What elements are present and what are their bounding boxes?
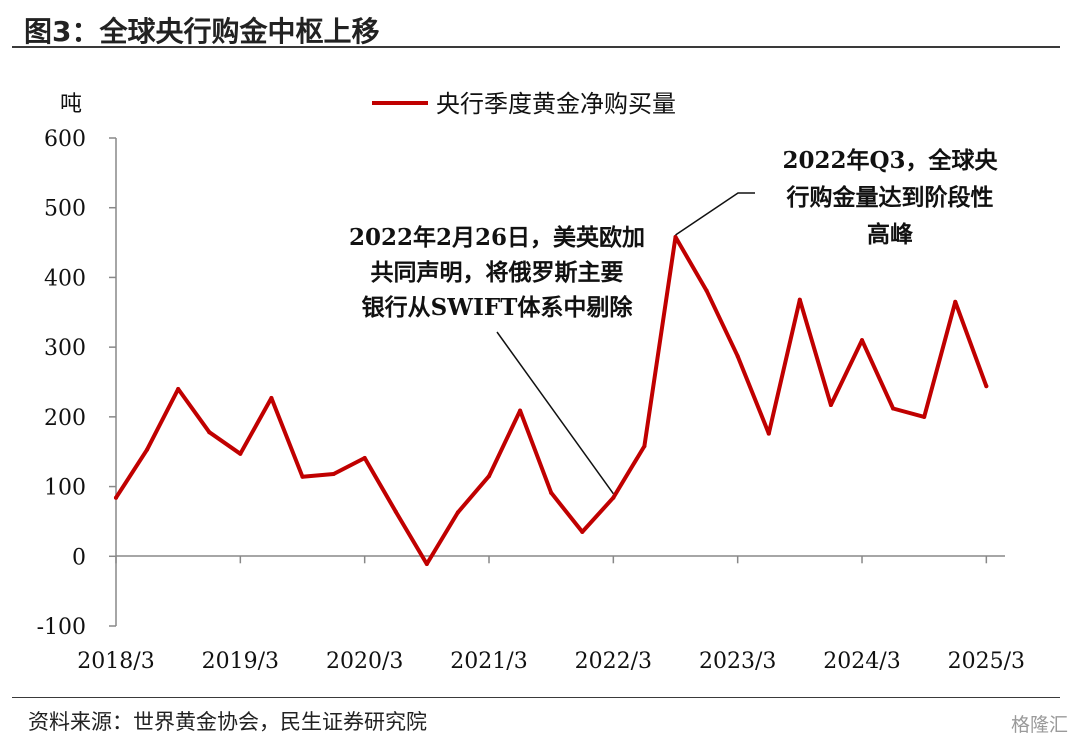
x-tick-label: 2021/3 <box>450 649 527 674</box>
series-group <box>114 234 989 566</box>
figure-title: 图3：全球央行购金中枢上移 <box>24 15 380 48</box>
data-point <box>393 509 398 514</box>
data-point <box>487 474 492 479</box>
data-point <box>518 408 523 413</box>
data-point <box>953 299 958 304</box>
data-point <box>922 414 927 419</box>
axes <box>115 138 1005 626</box>
y-ticks: -100 0 100 200 300 400 500 600 <box>37 127 116 640</box>
data-point <box>269 396 274 401</box>
data-point <box>828 403 833 408</box>
annotation-leader-line <box>675 192 755 236</box>
data-point <box>611 495 616 500</box>
annotation-text-line: 高峰 <box>867 221 914 248</box>
source-divider <box>12 697 1060 698</box>
data-point <box>797 297 802 302</box>
y-tick-label: 100 <box>44 476 86 501</box>
x-tick-label: 2024/3 <box>823 649 900 674</box>
annotation-text-line: 2022年2月26日，美英欧加 <box>349 224 645 251</box>
data-point <box>549 490 554 495</box>
watermark-logo: 格隆汇 <box>1010 714 1068 736</box>
annotation-text-line: 银行从SWIFT体系中剔除 <box>362 294 634 321</box>
data-point <box>455 510 460 515</box>
data-point <box>860 338 865 343</box>
x-tick-label: 2025/3 <box>948 649 1025 674</box>
data-point <box>424 561 429 566</box>
data-point <box>331 472 336 477</box>
x-tick-label: 2023/3 <box>699 649 776 674</box>
y-tick-label: 0 <box>72 545 86 570</box>
annotation-leader-line <box>496 331 614 495</box>
x-tick-label: 2020/3 <box>326 649 403 674</box>
title-divider <box>12 46 1060 48</box>
data-point <box>580 529 585 534</box>
data-point <box>207 430 212 435</box>
y-tick-label: 500 <box>44 197 86 222</box>
data-point <box>362 455 367 460</box>
data-point <box>766 431 771 436</box>
annotation-text-line: 2022年Q3，全球央 <box>782 147 998 174</box>
data-point <box>673 234 678 239</box>
y-tick-label: 600 <box>44 127 86 152</box>
legend-label: 央行季度黄金净购买量 <box>436 90 676 118</box>
legend: 央行季度黄金净购买量 <box>372 90 676 118</box>
data-point <box>984 384 989 389</box>
source-note: 资料来源：世界黄金协会，民生证券研究院 <box>28 710 427 734</box>
y-unit-label: 吨 <box>60 92 82 117</box>
data-point <box>114 495 118 500</box>
series-line <box>114 235 989 566</box>
x-tick-label: 2018/3 <box>77 649 154 674</box>
data-point <box>238 451 243 456</box>
y-tick-label: -100 <box>37 615 86 640</box>
data-point <box>176 386 181 391</box>
y-tick-label: 200 <box>44 406 86 431</box>
x-ticks: 2018/3 2019/3 2020/3 2021/3 2022/3 2023/3 2024… <box>77 556 1025 674</box>
y-tick-label: 400 <box>44 266 86 291</box>
x-tick-label: 2022/3 <box>575 649 652 674</box>
data-point <box>300 474 305 479</box>
data-point <box>735 354 740 359</box>
annotation-text-line: 共同声明，将俄罗斯主要 <box>371 259 624 286</box>
data-point <box>642 444 647 449</box>
data-point <box>891 406 896 411</box>
data-point <box>704 288 709 293</box>
annotation-text-line: 行购金量达到阶段性 <box>786 184 994 211</box>
x-tick-label: 2019/3 <box>202 649 279 674</box>
y-tick-label: 300 <box>44 336 86 361</box>
data-point <box>145 447 150 452</box>
